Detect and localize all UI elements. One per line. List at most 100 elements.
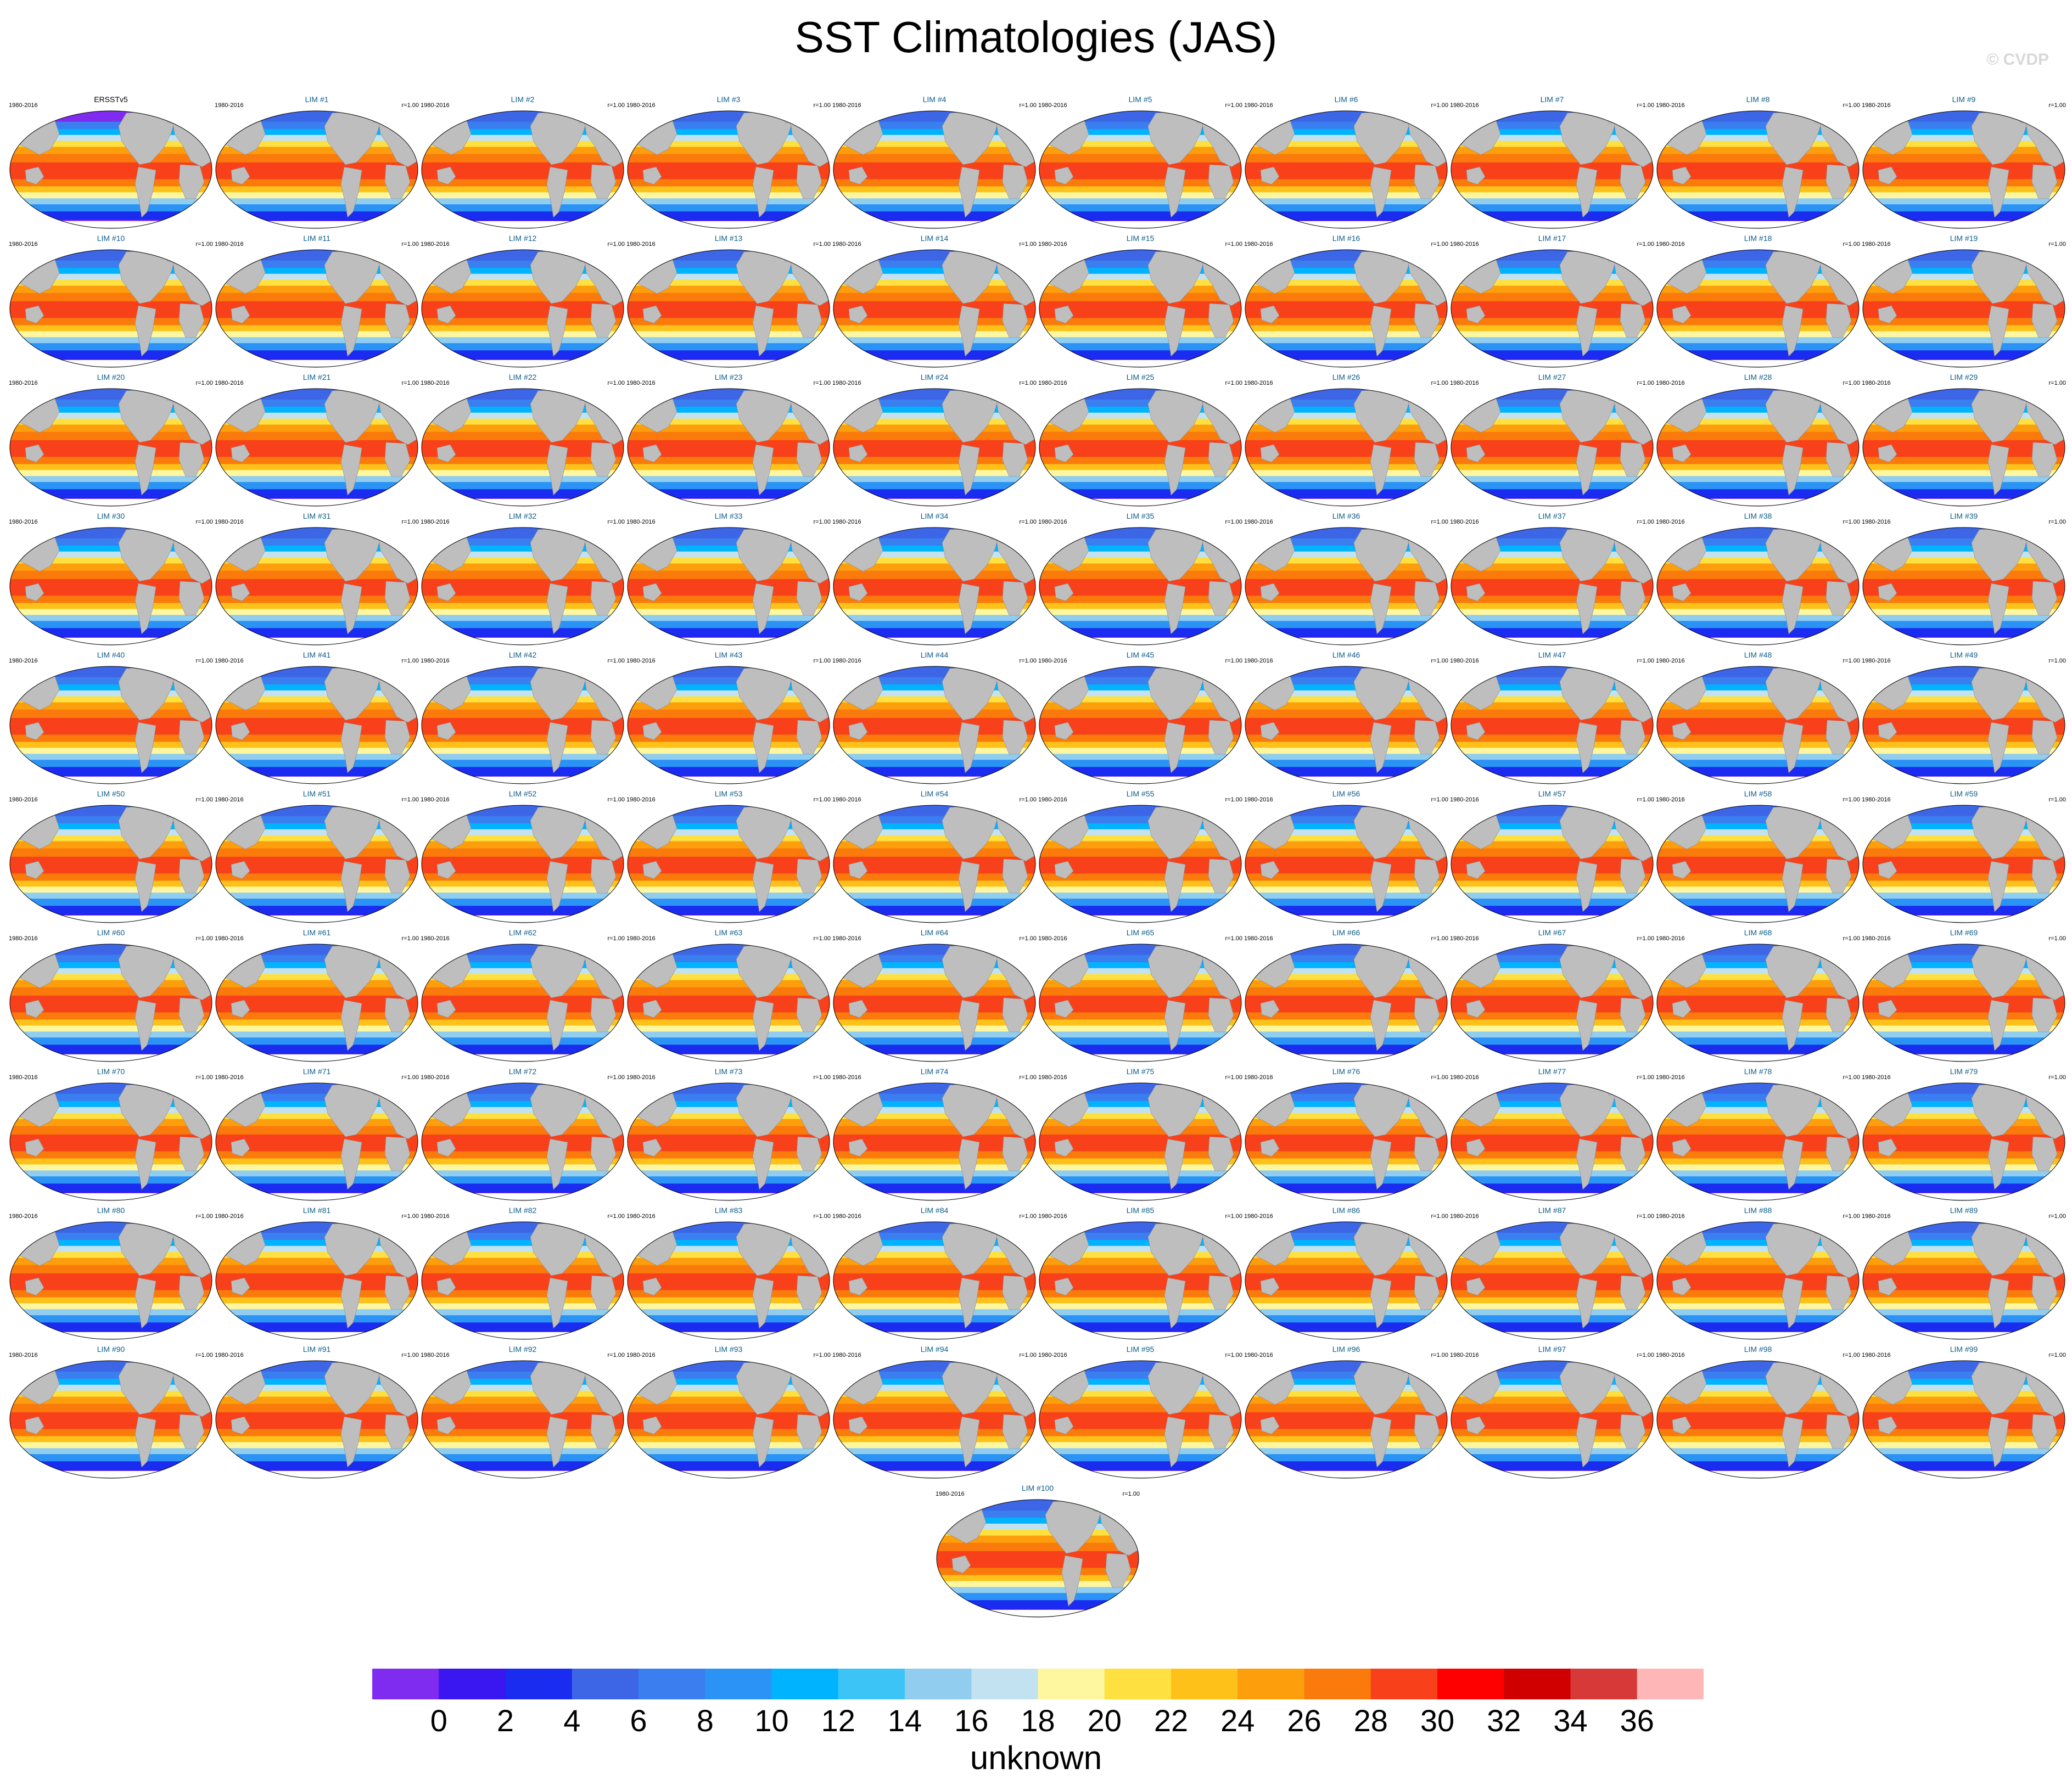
sst-map <box>1245 666 1448 784</box>
panel-title: LIM #31 <box>303 512 331 520</box>
panel-years: 1980-2016 <box>1862 519 1891 525</box>
sst-map <box>1656 944 1860 1062</box>
panel-years: 1980-2016 <box>421 935 450 942</box>
panel-years: 1980-2016 <box>215 1352 244 1359</box>
panel-years: 1980-2016 <box>832 380 861 386</box>
panel-years: 1980-2016 <box>1038 1213 1067 1220</box>
panel-correlation: r=1.00 <box>1843 1074 1861 1081</box>
panel-title: LIM #29 <box>1950 373 1978 381</box>
panel-lim-11: LIM #11 1980-2016 r=1.00 <box>214 233 420 371</box>
panel-lim-7: LIM #7 1980-2016 r=1.00 <box>1449 94 1655 232</box>
panel-correlation: r=1.00 <box>1431 796 1449 803</box>
panel-years: 1980-2016 <box>1038 380 1067 386</box>
sst-map <box>421 110 624 229</box>
sst-map <box>1039 110 1242 229</box>
panel-years: 1980-2016 <box>626 1213 656 1220</box>
panel-correlation: r=1.00 <box>1225 935 1243 942</box>
panel-correlation: r=1.00 <box>1843 796 1861 803</box>
panel-title: LIM #4 <box>922 95 947 104</box>
colorbar-tick-label: 30 <box>1420 1703 1455 1738</box>
panel-correlation: r=1.00 <box>1225 796 1243 803</box>
panel-correlation: r=1.00 <box>1637 658 1655 664</box>
panel-years: 1980-2016 <box>421 1074 450 1081</box>
colorbar-swatch <box>439 1669 506 1699</box>
panel-correlation: r=1.00 <box>607 935 625 942</box>
panel-title: LIM #76 <box>1332 1067 1360 1076</box>
panel-correlation: r=1.00 <box>401 519 419 525</box>
panel-years: 1980-2016 <box>832 935 861 942</box>
panel-years: 1980-2016 <box>832 241 861 248</box>
colorbar-tick-label: 10 <box>754 1703 789 1738</box>
figure-title: SST Climatologies (JAS) <box>794 13 1278 61</box>
panel-lim-48: LIM #48 1980-2016 r=1.00 <box>1655 650 1861 787</box>
panel-years: 1980-2016 <box>1038 519 1067 525</box>
panel-title: LIM #59 <box>1950 789 1978 798</box>
panel-title: LIM #55 <box>1126 789 1155 798</box>
panel-correlation: r=1.00 <box>2048 380 2067 386</box>
panel-lim-2: LIM #2 1980-2016 r=1.00 <box>419 94 626 232</box>
colorbar-tick-label: 32 <box>1487 1703 1521 1738</box>
panel-lim-86: LIM #86 1980-2016 r=1.00 <box>1243 1205 1449 1343</box>
panel-correlation: r=1.00 <box>2048 241 2067 248</box>
sst-map <box>1245 249 1448 368</box>
panel-correlation: r=1.00 <box>1019 658 1037 664</box>
sst-map <box>1245 388 1448 507</box>
colorbar-swatch <box>771 1669 839 1699</box>
panel-correlation: r=1.00 <box>1637 102 1655 109</box>
sst-map <box>215 1221 418 1340</box>
panel-years: 1980-2016 <box>1038 935 1067 942</box>
sst-map <box>833 1360 1036 1479</box>
colorbar-tick-label: 24 <box>1220 1703 1255 1738</box>
sst-map <box>833 944 1036 1062</box>
panel-correlation: r=1.00 <box>2048 1352 2067 1359</box>
panel-title: LIM #62 <box>508 928 537 937</box>
panel-lim-73: LIM #73 1980-2016 r=1.00 <box>625 1066 832 1204</box>
panel-title: LIM #35 <box>1126 512 1155 520</box>
sst-map <box>215 666 418 784</box>
colorbar-tick-label: 14 <box>887 1703 922 1738</box>
panel-title: LIM #84 <box>920 1206 949 1215</box>
sst-map <box>1451 944 1654 1062</box>
panel-title: LIM #49 <box>1950 650 1978 659</box>
panel-lim-15: LIM #15 1980-2016 r=1.00 <box>1037 233 1244 371</box>
panel-title: LIM #78 <box>1744 1067 1772 1076</box>
panel-correlation: r=1.00 <box>1225 519 1243 525</box>
panel-lim-6: LIM #6 1980-2016 r=1.00 <box>1243 94 1449 232</box>
panel-correlation: r=1.00 <box>607 380 625 386</box>
panel-title: LIM #43 <box>714 650 743 659</box>
sst-map <box>627 388 830 507</box>
panel-years: 1980-2016 <box>9 102 38 109</box>
panel-years: 1980-2016 <box>1244 380 1273 386</box>
panel-title: LIM #65 <box>1126 928 1155 937</box>
sst-map <box>627 944 830 1062</box>
colorbar-tick-label: 28 <box>1353 1703 1388 1738</box>
panel-lim-1: LIM #1 1980-2016 r=1.00 <box>214 94 420 232</box>
sst-map <box>421 805 624 923</box>
sst-map <box>421 388 624 507</box>
panel-correlation: r=1.00 <box>401 658 419 664</box>
panel-correlation: r=1.00 <box>813 796 831 803</box>
panel-years: 1980-2016 <box>421 1352 450 1359</box>
panel-correlation: r=1.00 <box>607 102 625 109</box>
panel-title: LIM #27 <box>1538 373 1566 381</box>
sst-map <box>1862 1082 2065 1201</box>
panel-years: 1980-2016 <box>1656 102 1685 109</box>
panel-years: 1980-2016 <box>215 1213 244 1220</box>
panel-lim-70: LIM #70 1980-2016 r=1.00 <box>8 1066 214 1204</box>
panel-correlation: r=1.00 <box>1431 1074 1449 1081</box>
panel-correlation: r=1.00 <box>1431 1213 1449 1220</box>
sst-map <box>833 1221 1036 1340</box>
panel-correlation: r=1.00 <box>2048 935 2067 942</box>
sst-map <box>833 249 1036 368</box>
panel-years: 1980-2016 <box>1656 1352 1685 1359</box>
panel-lim-13: LIM #13 1980-2016 r=1.00 <box>625 233 832 371</box>
sst-map <box>1656 1360 1860 1479</box>
colorbar-swatch <box>971 1669 1038 1699</box>
panel-lim-46: LIM #46 1980-2016 r=1.00 <box>1243 650 1449 787</box>
panel-correlation: r=1.00 <box>813 102 831 109</box>
panel-years: 1980-2016 <box>1656 658 1685 664</box>
panel-correlation: r=1.00 <box>1637 519 1655 525</box>
panel-correlation: r=1.00 <box>401 1074 419 1081</box>
panel-lim-83: LIM #83 1980-2016 r=1.00 <box>625 1205 832 1343</box>
panel-years: 1980-2016 <box>215 102 244 109</box>
